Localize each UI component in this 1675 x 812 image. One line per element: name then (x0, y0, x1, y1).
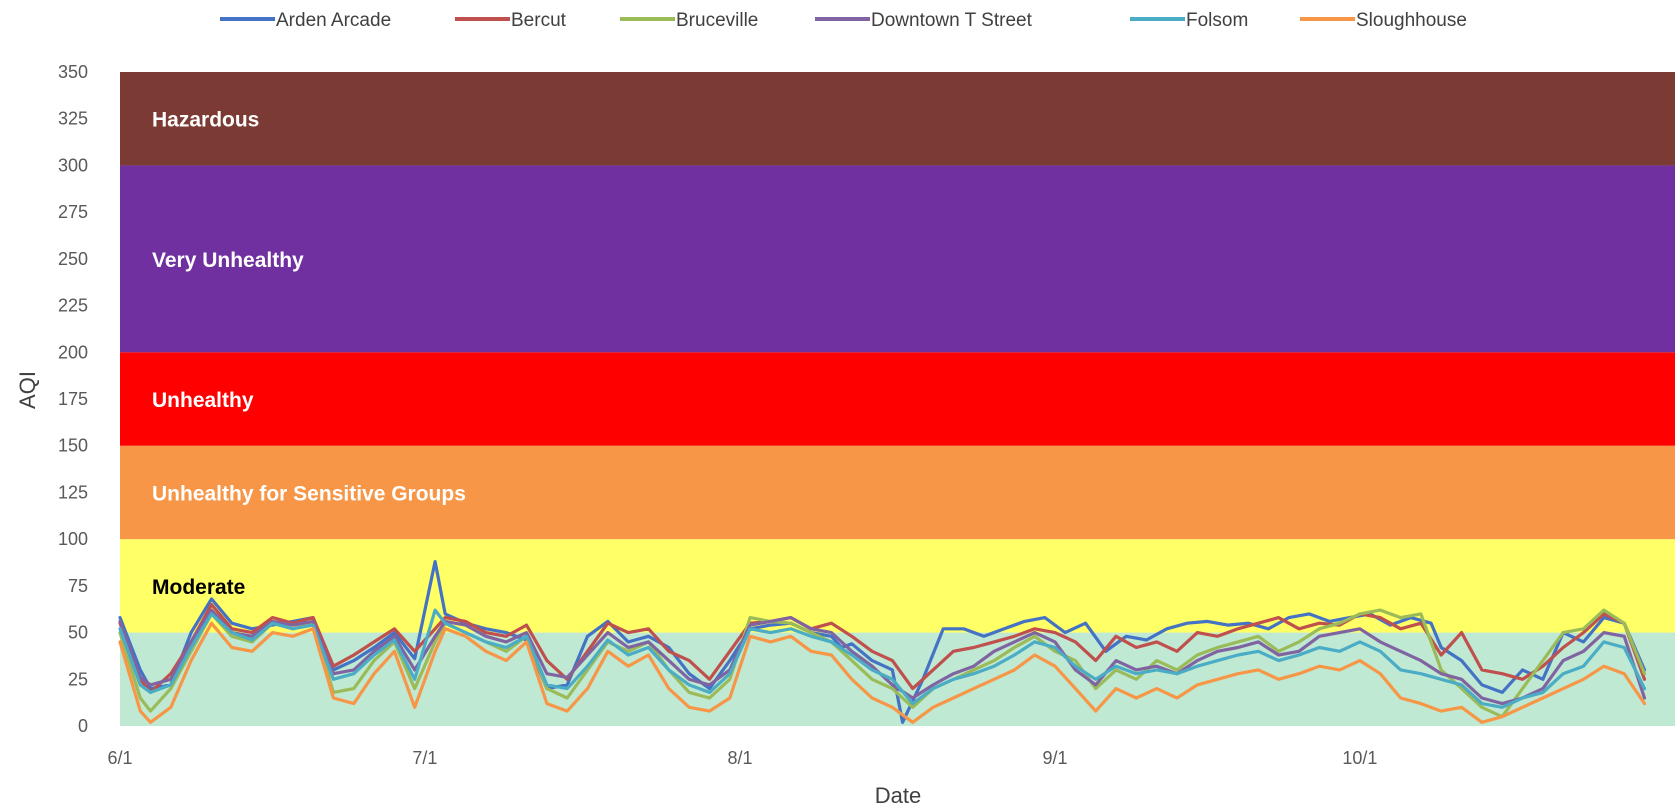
series-line-5 (118, 621, 1647, 724)
y-tick-label-3: 75 (68, 576, 88, 596)
legend-label-5: Sloughhouse (1356, 10, 1467, 31)
series-line-4 (118, 608, 1647, 709)
y-tick-label-0: 0 (78, 716, 88, 736)
legend: Arden Arcade Bercut Bruceville Downtown T S… (220, 10, 1467, 31)
band-3 (120, 352, 1675, 446)
band-label-2: Unhealthy for Sensitive Groups (152, 482, 466, 505)
y-tick-label-11: 275 (58, 202, 88, 222)
band-label-5: Hazardous (152, 109, 259, 132)
x-tick-label-2: 8/1 (727, 748, 752, 768)
y-tick-label-8: 200 (58, 342, 88, 362)
aqi-category-bands (120, 72, 1675, 726)
y-tick-label-10: 250 (58, 249, 88, 269)
series-line-1 (118, 602, 1647, 694)
series-line-3 (118, 608, 1647, 706)
x-tick-label-4: 10/1 (1342, 748, 1377, 768)
band-4 (120, 165, 1675, 353)
aqi-category-labels: Moderate Unhealthy for Sensitive Groups Un… (152, 109, 466, 599)
y-axis-ticks: 0 25 50 75 100 125 150 175 200 225 250 275 300 325 350 (58, 62, 88, 736)
y-tick-label-5: 125 (58, 482, 88, 502)
band-1 (120, 539, 1675, 633)
y-tick-label-1: 25 (68, 669, 88, 689)
band-5 (120, 72, 1675, 166)
y-tick-label-12: 300 (58, 155, 88, 175)
x-axis-ticks: 6/1 7/1 8/1 9/1 10/1 (107, 748, 1377, 768)
x-axis-title: Date (875, 783, 921, 808)
y-tick-label-4: 100 (58, 529, 88, 549)
legend-label-2: Bruceville (676, 10, 758, 31)
x-tick-label-0: 6/1 (107, 748, 132, 768)
series-line-2 (118, 608, 1647, 719)
legend-label-4: Folsom (1186, 10, 1248, 31)
legend-label-0: Arden Arcade (276, 10, 391, 31)
y-tick-label-9: 225 (58, 296, 88, 316)
series-lines (118, 560, 1647, 724)
series-line-0 (118, 560, 1647, 724)
y-axis-title: AQI (15, 371, 40, 409)
band-label-4: Very Unhealthy (152, 249, 304, 272)
legend-label-1: Bercut (511, 10, 567, 31)
band-2 (120, 445, 1675, 540)
y-tick-label-2: 50 (68, 623, 88, 643)
y-tick-label-6: 150 (58, 436, 88, 456)
band-label-3: Unhealthy (152, 389, 254, 412)
x-tick-label-1: 7/1 (412, 748, 437, 768)
y-tick-label-14: 350 (58, 62, 88, 82)
x-tick-label-3: 9/1 (1043, 748, 1068, 768)
legend-label-3: Downtown T Street (871, 10, 1033, 31)
band-label-1: Moderate (152, 576, 245, 599)
y-tick-label-7: 175 (58, 389, 88, 409)
y-tick-label-13: 325 (58, 109, 88, 129)
